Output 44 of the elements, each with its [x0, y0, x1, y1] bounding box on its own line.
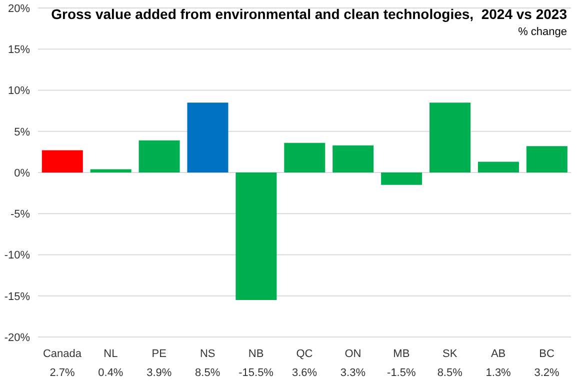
- data-label: 3.2%: [534, 367, 560, 379]
- bar: [332, 145, 374, 172]
- data-label: 3.3%: [340, 367, 366, 379]
- x-tick-label: NS: [200, 348, 216, 360]
- x-tick-label: PE: [152, 348, 166, 360]
- bar: [42, 150, 83, 172]
- y-tick-label: -20%: [4, 332, 30, 344]
- data-label: 8.5%: [437, 367, 463, 379]
- x-tick-label: MB: [393, 348, 410, 360]
- x-tick-label: QC: [296, 348, 313, 360]
- bar: [90, 169, 132, 172]
- y-tick-label: -15%: [4, 290, 30, 303]
- y-tick-label: 15%: [8, 44, 30, 56]
- bar: [478, 162, 519, 172]
- x-tick-label: SK: [442, 348, 458, 360]
- bar: [138, 140, 180, 172]
- y-tick-label: 20%: [8, 2, 30, 15]
- text: % change: [518, 26, 567, 38]
- x-tick-label: BC: [539, 348, 554, 360]
- data-label: -1.5%: [387, 367, 416, 379]
- y-tick-label: 0%: [14, 167, 30, 180]
- bar: [430, 102, 471, 172]
- data-label: 1.3%: [486, 367, 512, 379]
- chart-title: Gross value added from environmental and clean technologies, 2024 vs 2023: [51, 6, 567, 22]
- y-tick-label: -5%: [10, 208, 30, 221]
- bar: [284, 142, 326, 172]
- bar: [381, 172, 422, 185]
- bar: [187, 102, 228, 172]
- x-tick-label: ON: [344, 348, 362, 360]
- data-label: 3.9%: [146, 367, 172, 379]
- y-tick-label: 5%: [14, 126, 30, 138]
- x-tick-label: NB: [248, 348, 264, 360]
- x-tick-label: NL: [104, 348, 118, 360]
- y-tick-label: 10%: [8, 85, 30, 98]
- x-tick-label: AB: [490, 348, 506, 360]
- data-label: 8.5%: [195, 367, 220, 379]
- y-tick-label: -10%: [4, 250, 30, 262]
- x-tick-label: Canada: [42, 348, 82, 360]
- data-label: 3.6%: [292, 367, 318, 379]
- data-label: -15.5%: [238, 367, 274, 379]
- bar: [526, 146, 568, 172]
- data-label: 0.4%: [98, 367, 124, 379]
- bar: [236, 172, 277, 300]
- data-label: 2.7%: [50, 367, 75, 379]
